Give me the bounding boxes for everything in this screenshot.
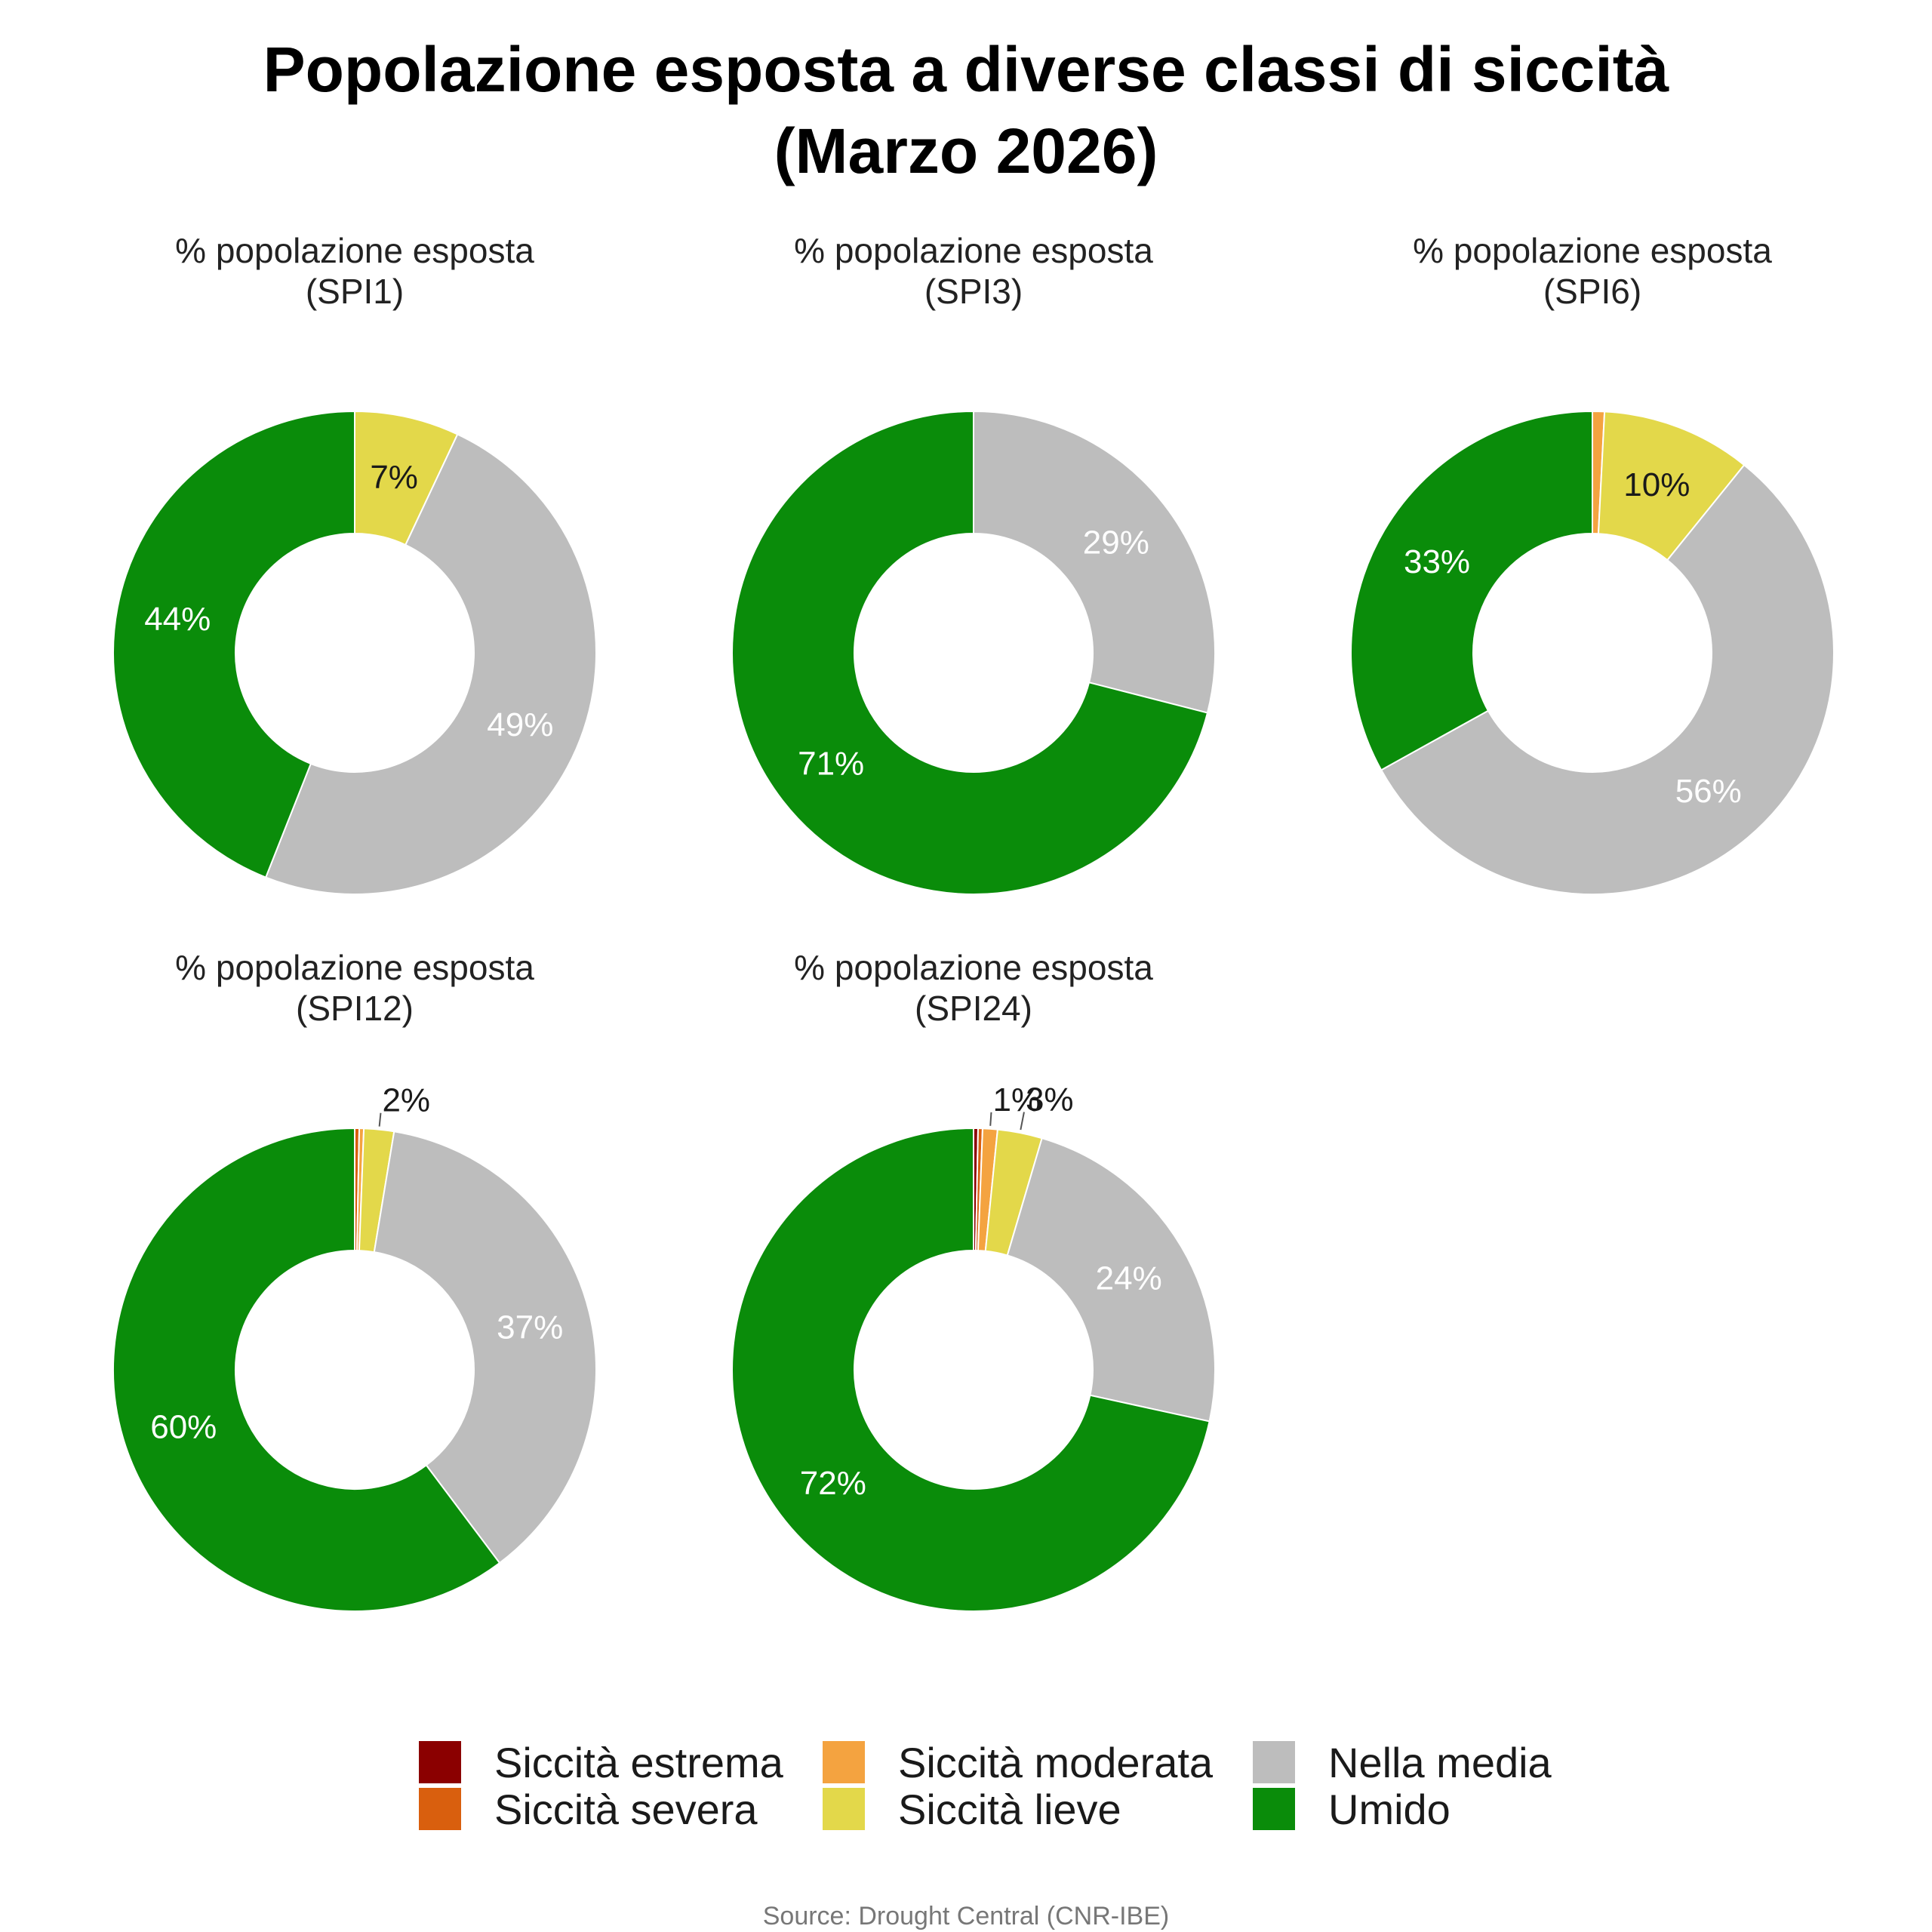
donut-panel-spi1: % popolazione esposta (SPI1) 7% 49% 44%	[45, 230, 664, 940]
panel-title-line-1: % popolazione esposta	[794, 231, 1153, 270]
legend-key-siccita-estrema	[419, 1741, 461, 1783]
legend-key-nella-media	[1253, 1741, 1295, 1783]
slice-umido	[112, 410, 355, 878]
donut-chart: 10% 56% 33%	[1350, 410, 1835, 895]
slice-label-umido: 33%	[1404, 543, 1470, 580]
slice-nella-media	[264, 433, 597, 895]
slice-label-nella-media: 56%	[1675, 773, 1742, 810]
panel-title-line-2: (SPI24)	[915, 989, 1032, 1028]
slice-label-umido: 72%	[800, 1465, 866, 1502]
donut-chart: 2% 37% 60%	[112, 1082, 597, 1612]
donut-panel-spi24: % popolazione esposta (SPI24) 1% 3% 24% 72%	[664, 947, 1283, 1657]
slice-nella-media	[1006, 1137, 1216, 1423]
donut-chart: 7% 49% 44%	[112, 410, 597, 895]
legend-label: Nella media	[1328, 1738, 1552, 1786]
legend-label: Siccità severa	[494, 1785, 758, 1833]
legend-label: Siccità moderata	[898, 1738, 1214, 1786]
panel-title-line-1: % popolazione esposta	[794, 948, 1153, 987]
slice-nella-media	[973, 410, 1216, 714]
legend: Siccità estrema Siccità severa Siccità m…	[419, 1738, 1626, 1838]
slice-nella-media	[373, 1131, 597, 1564]
legend-label: Siccità lieve	[898, 1785, 1121, 1833]
chart-title-line-1: Popolazione esposta a diverse classi di …	[263, 34, 1669, 105]
legend-key-siccita-moderata	[823, 1741, 865, 1783]
panel-title-line-2: (SPI12)	[296, 989, 414, 1028]
slice-label-umido: 44%	[144, 601, 211, 638]
legend-key-siccita-severa	[419, 1788, 461, 1830]
slice-umido	[1350, 410, 1593, 771]
donut-panel-spi6: % popolazione esposta (SPI6) 10% 56% 33%	[1283, 230, 1902, 940]
panel-title-line-2: (SPI3)	[924, 272, 1023, 311]
slice-label-siccita-moderata: 1%	[992, 1081, 1041, 1118]
legend-item-umido: Umido	[1253, 1785, 1451, 1833]
panel-title-line-1: % popolazione esposta	[1413, 231, 1772, 270]
panel-title-line-2: (SPI6)	[1543, 272, 1642, 311]
label-leader-line	[1020, 1112, 1025, 1131]
legend-label: Siccità estrema	[494, 1738, 783, 1786]
donut-chart: 1%3% 24% 72%	[731, 1081, 1216, 1612]
chart-title-line-2: (Marzo 2026)	[774, 115, 1158, 186]
slice-label-nella-media: 24%	[1096, 1260, 1162, 1297]
legend-item-siccita-lieve: Siccità lieve	[823, 1785, 1121, 1833]
slice-umido	[731, 1127, 1211, 1612]
slice-label-umido: 60%	[150, 1409, 217, 1446]
slice-label-nella-media: 37%	[497, 1309, 563, 1346]
panel-title-line-1: % popolazione esposta	[175, 231, 534, 270]
donut-chart: 29% 71%	[731, 410, 1216, 895]
slice-label-nella-media: 29%	[1083, 525, 1149, 561]
legend-label: Umido	[1328, 1785, 1451, 1833]
legend-key-siccita-lieve	[823, 1788, 865, 1830]
slice-umido	[731, 410, 1209, 895]
slice-label-siccita-lieve: 3%	[1026, 1081, 1074, 1118]
slice-nella-media	[1380, 463, 1835, 895]
legend-item-siccita-moderata: Siccità moderata	[823, 1738, 1214, 1786]
chart-title: Popolazione esposta a diverse classi di …	[0, 29, 1932, 192]
panel-title-line-1: % popolazione esposta	[175, 948, 534, 987]
panel-title: % popolazione esposta (SPI6)	[1283, 230, 1902, 312]
donut-panel-spi3: % popolazione esposta (SPI3) 29% 71%	[664, 230, 1283, 940]
panel-title: % popolazione esposta (SPI24)	[664, 947, 1283, 1029]
source-note: Source: Drought Central (CNR-IBE)	[762, 1902, 1170, 1930]
legend-item-nella-media: Nella media	[1253, 1738, 1552, 1786]
label-leader-line	[989, 1112, 992, 1126]
label-leader-line	[378, 1112, 382, 1127]
legend-item-siccita-severa: Siccità severa	[419, 1785, 758, 1833]
panel-title: % popolazione esposta (SPI1)	[45, 230, 664, 312]
slice-umido	[112, 1127, 501, 1612]
slice-label-umido: 71%	[798, 745, 864, 782]
panel-title: % popolazione esposta (SPI3)	[664, 230, 1283, 312]
legend-item-siccita-estrema: Siccità estrema	[419, 1738, 783, 1786]
slice-label-nella-media: 49%	[487, 706, 553, 743]
panel-title-line-2: (SPI1)	[305, 272, 405, 311]
slice-label-siccita-lieve: 10%	[1623, 466, 1690, 503]
legend-key-umido	[1253, 1788, 1295, 1830]
slice-label-siccita-lieve: 2%	[382, 1082, 430, 1119]
panel-title: % popolazione esposta (SPI12)	[45, 947, 664, 1029]
slice-label-siccita-lieve: 7%	[370, 459, 418, 496]
donut-panel-spi12: % popolazione esposta (SPI12) 2% 37% 60%	[45, 947, 664, 1657]
